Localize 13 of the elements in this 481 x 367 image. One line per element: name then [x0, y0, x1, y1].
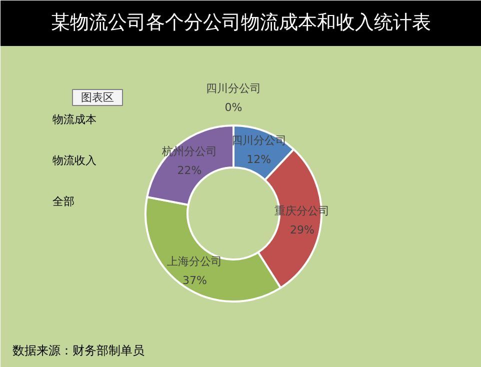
data-label: 29%: [290, 223, 314, 236]
chart-title: 某物流公司各个分公司物流成本和收入统计表: [51, 12, 431, 34]
category-label: 四川分公司: [206, 82, 261, 95]
text: 物流成本: [52, 113, 96, 126]
text: 图表区: [81, 91, 114, 104]
text: 0%: [224, 101, 242, 114]
text: 全部: [52, 195, 74, 208]
source-note: 数据来源：财务部制单员: [12, 344, 144, 358]
data-label: 12%: [246, 152, 272, 166]
slice-label: 上海分公司: [167, 255, 222, 268]
text: 物流收入: [52, 154, 96, 167]
data-label: 22%: [177, 164, 202, 177]
data-label: 37%: [182, 274, 207, 288]
